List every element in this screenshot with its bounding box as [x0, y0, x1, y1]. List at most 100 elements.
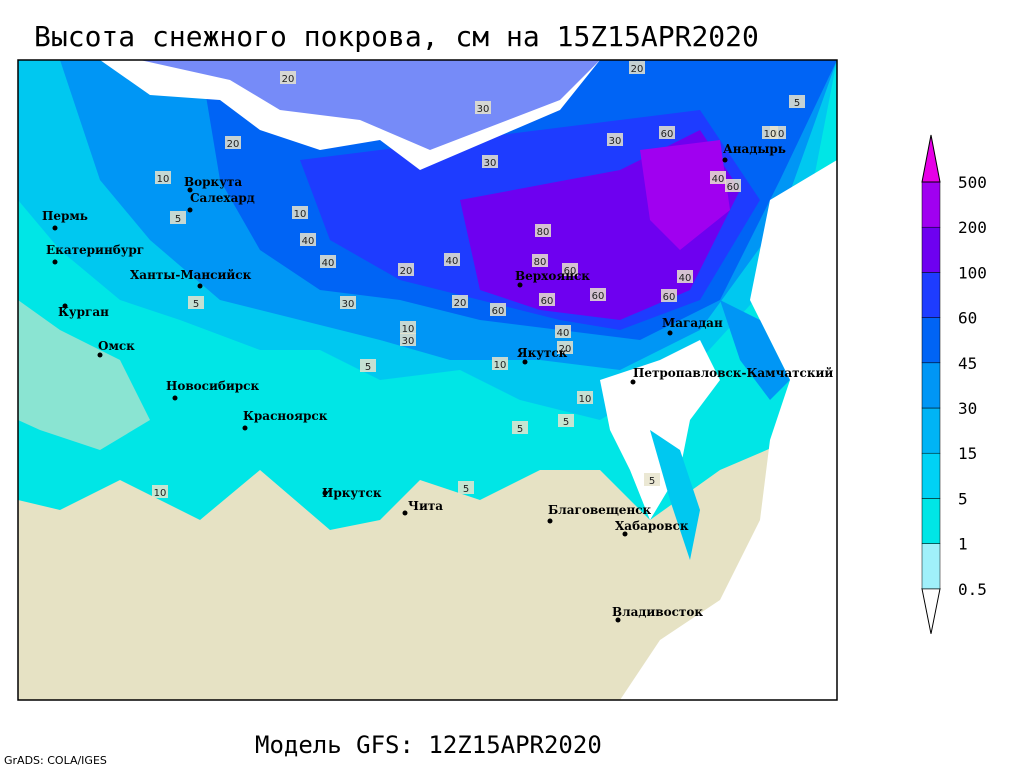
contour-label: 40 — [302, 236, 315, 247]
contour-label-box — [629, 61, 645, 74]
contour-label: 10 — [494, 360, 507, 371]
contour-label-box — [710, 171, 726, 184]
contour-label: 5 — [175, 214, 181, 225]
colorbar-segment — [921, 226, 941, 273]
contour-label: 20 — [400, 266, 413, 277]
contour-label: 80 — [534, 257, 547, 268]
city-dot — [667, 330, 673, 336]
contour-label-box — [475, 101, 491, 114]
contour-label-box — [725, 179, 741, 192]
city-label: Петропавловск-Камчатский — [633, 366, 833, 380]
contour-label-box — [644, 473, 660, 486]
map — [18, 60, 837, 700]
city-label: Екатеринбург — [46, 243, 144, 257]
city-dot — [62, 303, 68, 309]
contour-label: 10 — [157, 174, 170, 185]
contour-label: 40 — [557, 328, 570, 339]
contour-label-box — [677, 270, 693, 283]
contour-label-box — [152, 485, 168, 498]
contour-label-box — [300, 233, 316, 246]
contour-label-box — [320, 255, 336, 268]
city-label: Магадан — [662, 316, 723, 330]
city-label: Благовещенск — [548, 503, 652, 517]
contour-label: 40 — [679, 273, 692, 284]
colorbar-label: 0.5 — [958, 580, 987, 599]
contour-label: 60 — [592, 291, 605, 302]
cities: Пермь Екатеринбург Ханты-Мансийск Воркута Са… — [42, 142, 833, 623]
contour-label-box — [577, 391, 593, 404]
contour-label: 20 — [227, 139, 240, 150]
contour-label: 10 — [402, 324, 415, 335]
contour-label-box — [225, 136, 241, 149]
contour-label: 30 — [609, 136, 622, 147]
city-dot — [172, 395, 178, 401]
contour-label-box — [458, 481, 474, 494]
contour-label-box — [512, 421, 528, 434]
contour-label: 30 — [342, 299, 355, 310]
city-dot — [187, 207, 193, 213]
contour-label-box — [400, 321, 416, 334]
contour-label-box — [340, 296, 356, 309]
contour-label-box — [400, 333, 416, 346]
contour-label: 80 — [537, 227, 550, 238]
contour-label: 20 — [631, 64, 644, 75]
contour-label: 10 — [579, 394, 592, 405]
contour-label-box — [535, 224, 551, 237]
city-dot — [97, 352, 103, 358]
city-label: Салехард — [190, 191, 255, 205]
city-dot — [722, 157, 728, 163]
city-dot — [187, 187, 193, 193]
contour-label: 30 — [477, 104, 490, 115]
city-dot — [547, 518, 553, 524]
contour-label-box — [555, 325, 571, 338]
city-dot — [52, 259, 58, 265]
colorbar-label: 15 — [958, 444, 977, 463]
map-frame — [17, 59, 838, 701]
contour-label: 5 — [365, 362, 371, 373]
contour-label: 10 — [764, 129, 777, 140]
contour-label-box — [280, 71, 296, 84]
contour-label-box — [155, 171, 171, 184]
contour-label-box — [557, 341, 573, 354]
contour-label: 10 — [154, 488, 167, 499]
city-dot — [242, 425, 248, 431]
contour-label: 20 — [282, 74, 295, 85]
contour-label: 5 — [649, 476, 655, 487]
colorbar-segment — [921, 181, 941, 228]
colorbar-segment — [921, 272, 941, 318]
credit: GrADS: COLA/IGES — [4, 754, 107, 767]
contour-label-box — [789, 95, 805, 108]
city-label: Владивосток — [612, 605, 703, 619]
contour-label-box — [590, 288, 606, 301]
colorbar-label: 500 — [958, 173, 987, 192]
city-dot — [517, 282, 523, 288]
contour-label: 40 — [322, 258, 335, 269]
city-dot — [630, 379, 636, 385]
colorbar-segment — [921, 134, 941, 183]
colorbar-label: 1 — [958, 535, 968, 554]
contour-label: 30 — [484, 158, 497, 169]
colorbar-label: 45 — [958, 354, 977, 373]
contour-label: 60 — [663, 292, 676, 303]
footer: Модель GFS: 12Z15APR2020 — [255, 731, 602, 759]
city-dot — [52, 225, 58, 231]
city-dot — [622, 531, 628, 537]
contour-label: 5 — [193, 299, 199, 310]
contour-label: 5 — [563, 417, 569, 428]
city-dot — [402, 510, 408, 516]
contour-label-box — [539, 293, 555, 306]
colorbar-label: 5 — [958, 489, 968, 508]
colorbar-label: 30 — [958, 399, 977, 418]
contour-label-box — [490, 303, 506, 316]
contour-label-box — [762, 126, 778, 139]
colorbar-segment — [921, 588, 941, 634]
contour-label-box — [558, 414, 574, 427]
city-label: Якутск — [517, 346, 568, 360]
colorbar-label: 200 — [958, 218, 987, 237]
contour-label: 60 — [541, 296, 554, 307]
contour-label-box — [360, 359, 376, 372]
city-label: Пермь — [42, 209, 88, 223]
contour-label-box — [661, 289, 677, 302]
